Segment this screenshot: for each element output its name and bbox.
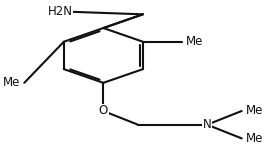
Text: Me: Me <box>186 35 203 48</box>
Text: Me: Me <box>3 76 20 89</box>
Text: N: N <box>203 118 211 131</box>
Text: H2N: H2N <box>48 5 73 18</box>
Text: Me: Me <box>246 104 263 117</box>
Text: Me: Me <box>246 132 263 145</box>
Text: O: O <box>99 104 108 117</box>
